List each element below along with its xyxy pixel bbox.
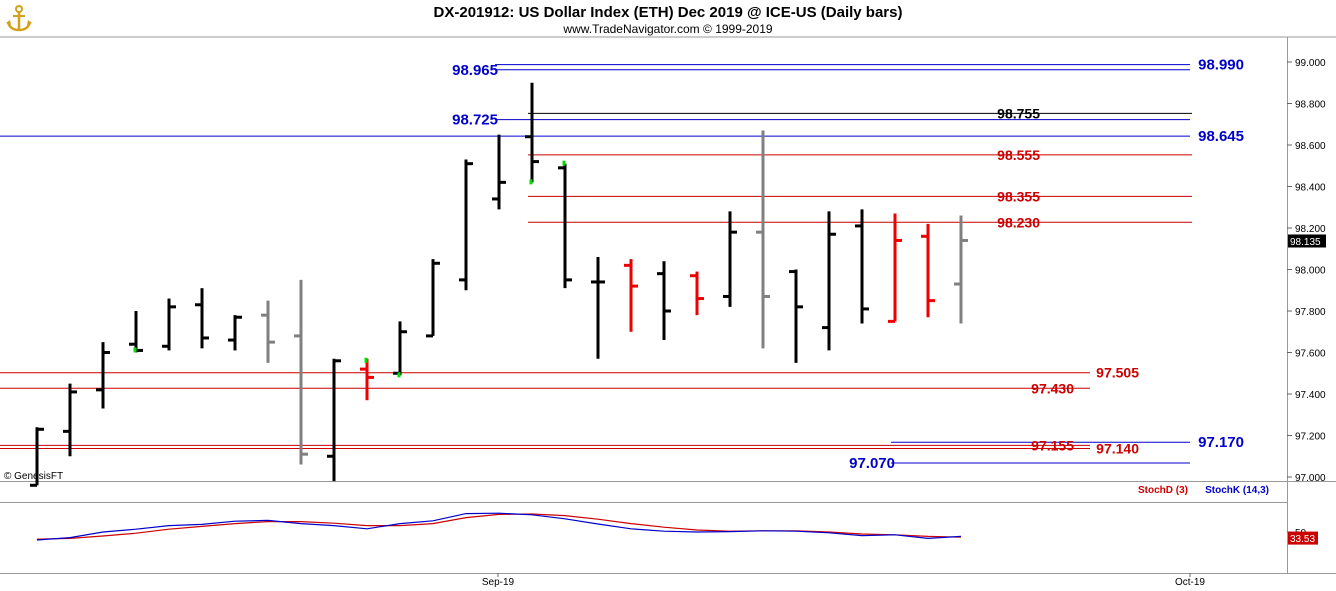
level-label-98-555: 98.555 (997, 147, 1040, 163)
y-tick-label: 98.800 (1295, 100, 1326, 111)
y-tick-label: 97.600 (1295, 349, 1326, 360)
legend-stoch-d: StochD (3) (1138, 485, 1188, 496)
date-axis: Sep-19 Oct-19 (482, 573, 1205, 588)
price-bar (624, 259, 638, 332)
price-bar (921, 223, 935, 318)
x-tick-label: Oct-19 (1175, 577, 1205, 588)
y-tick-label: 97.400 (1295, 390, 1326, 401)
price-bar (228, 315, 242, 351)
price-bar (492, 134, 506, 210)
price-bar (789, 269, 803, 363)
price-bar (723, 211, 737, 307)
price-bar (294, 279, 308, 465)
y-tick-label: 98.200 (1295, 224, 1326, 235)
watermark: © GenesisFT (4, 471, 63, 482)
last-price-label: 98.135 (1290, 237, 1321, 248)
x-tick-label: Sep-19 (482, 577, 515, 588)
price-bar (690, 271, 704, 316)
y-tick-label: 98.000 (1295, 266, 1326, 277)
level-label-98-755: 98.755 (997, 105, 1040, 121)
price-bar (855, 209, 869, 324)
level-label-98-965: 98.965 (452, 62, 498, 79)
price-bar (756, 130, 770, 349)
level-label-98-645: 98.645 (1198, 128, 1244, 145)
price-bar (822, 211, 836, 351)
price-bar (525, 82, 539, 183)
y-tick-label: 98.600 (1295, 141, 1326, 152)
price-bar (459, 159, 473, 291)
stoch-last-label: 33.53 (1290, 534, 1315, 545)
price-bar (954, 215, 968, 324)
y-tick-label: 99.000 (1295, 58, 1326, 69)
price-bar (195, 288, 209, 349)
legend-stoch-k: StochK (14,3) (1205, 485, 1269, 496)
level-label-97-170: 97.170 (1198, 434, 1244, 451)
anchor-logo-icon (6, 5, 32, 32)
chart-frame (0, 36, 1336, 591)
y-tick-label: 97.800 (1295, 307, 1326, 318)
series-line-stoch-k (36, 512, 962, 541)
stoch-last-box (1288, 531, 1318, 545)
price-bar (591, 257, 605, 359)
level-label-97-155: 97.155 (1031, 437, 1074, 453)
price-levels: 98.965 98.990 98.755 98.725 98.645 98.555 98.3… (0, 57, 1244, 472)
chart-title: DX-201912: US Dollar Index (ETH) Dec 201… (434, 4, 903, 21)
y-tick-label: 97.200 (1295, 432, 1326, 443)
price-bar (30, 427, 44, 487)
price-axis: 99.000 98.800 98.600 98.400 98.200 98.000 97.8… (1287, 58, 1326, 484)
price-bar (657, 261, 671, 341)
level-label-97-070: 97.070 (849, 455, 895, 472)
price-bar (426, 259, 440, 338)
price-bar (96, 342, 110, 409)
price-bars (30, 82, 968, 487)
price-bar (558, 163, 572, 289)
last-price-box (1288, 234, 1326, 248)
chart-subtitle: www.TradeNavigator.com © 1999-2019 (562, 22, 772, 36)
level-label-98-725: 98.725 (452, 112, 498, 129)
level-label-98-990: 98.990 (1198, 57, 1244, 74)
level-label-97-430: 97.430 (1031, 380, 1074, 396)
y-tick-label: 97.000 (1295, 473, 1326, 484)
level-label-98-230: 98.230 (997, 214, 1040, 230)
stochastic-panel: StochD (3)StochK (14,3)5033.53 (36, 485, 1318, 545)
price-bar (129, 311, 143, 353)
price-bar (360, 358, 374, 401)
price-bar (261, 300, 275, 363)
price-bar (162, 298, 176, 351)
level-label-97-140: 97.140 (1096, 440, 1139, 456)
background (0, 37, 1336, 591)
price-bar (888, 213, 902, 323)
price-bar (327, 358, 341, 482)
level-label-97-505: 97.505 (1096, 365, 1139, 381)
level-label-98-355: 98.355 (997, 188, 1040, 204)
y-tick-label: 98.400 (1295, 183, 1326, 194)
price-bar (63, 383, 77, 457)
